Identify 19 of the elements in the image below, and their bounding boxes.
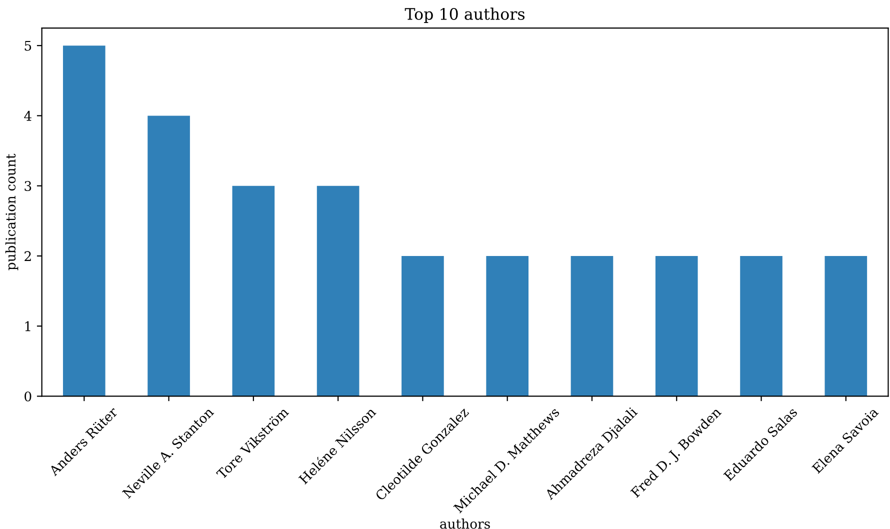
bar xyxy=(232,186,275,396)
y-tick-label: 2 xyxy=(24,251,31,261)
y-axis-title: publication count xyxy=(5,154,18,270)
y-tick-label: 1 xyxy=(25,321,30,332)
chart-title: Top 10 authors xyxy=(404,8,525,23)
bar xyxy=(824,256,868,396)
bar xyxy=(740,256,782,396)
bar xyxy=(62,46,106,396)
bar xyxy=(570,256,614,396)
y-tick-label: 3 xyxy=(24,181,32,192)
bar xyxy=(148,116,190,396)
bar xyxy=(486,256,529,396)
bar xyxy=(655,256,698,396)
x-axis-title: authors xyxy=(440,518,490,529)
bar xyxy=(316,186,360,396)
y-tick-label: 0 xyxy=(24,391,32,402)
y-tick-label: 5 xyxy=(24,40,32,51)
y-tick-label: 4 xyxy=(24,110,32,121)
bar xyxy=(402,256,444,396)
